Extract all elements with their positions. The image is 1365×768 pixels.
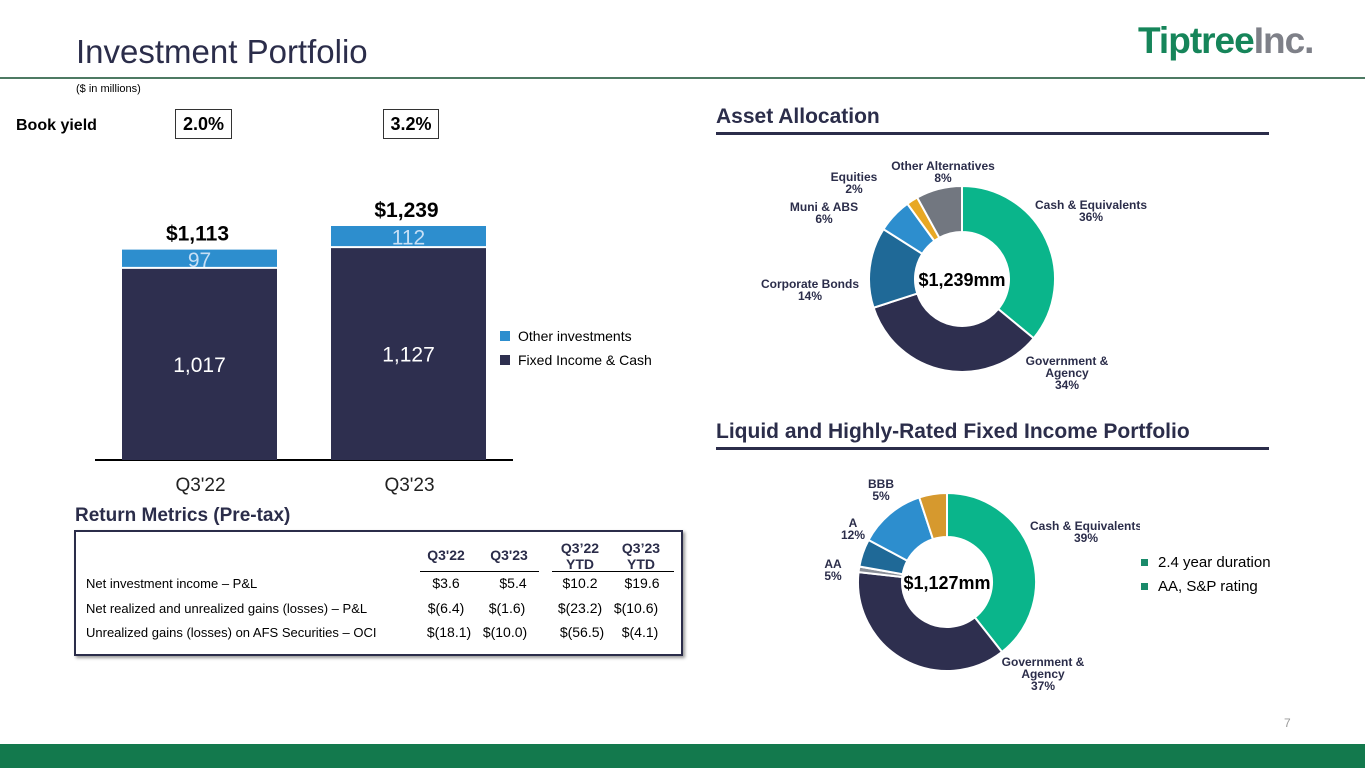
- slice-label: Muni & ABS: [790, 200, 858, 214]
- cell-value: $(23.2): [557, 600, 603, 616]
- slice-label: Equities: [831, 170, 878, 184]
- cell-value: $10.2: [562, 575, 598, 591]
- bullet-marker: [1141, 558, 1148, 566]
- legend-item-fixed-income-cash: Fixed Income & Cash: [500, 348, 652, 372]
- donut-slice: [857, 571, 1004, 672]
- col-header-q323-ytd: Q3’23 YTD: [621, 540, 661, 572]
- slice-percent: 36%: [1079, 210, 1103, 224]
- donut-slice: [961, 184, 1056, 340]
- header-rule-ytd: [552, 571, 674, 572]
- cell-value: $(56.5): [559, 624, 605, 640]
- cell-value: $(10.6): [613, 600, 659, 616]
- cell-value: $5.4: [499, 575, 527, 591]
- footer-bar: [0, 744, 1365, 768]
- x-tick-label: Q3'23: [384, 475, 434, 496]
- slice-percent: 2%: [845, 182, 863, 196]
- bar-other-investments: [331, 226, 486, 248]
- units-note: ($ in millions): [76, 83, 141, 95]
- row-label: Net realized and unrealized gains (losse…: [86, 601, 368, 616]
- slice-label: Agency: [1045, 366, 1089, 380]
- legend-swatch: [500, 355, 510, 365]
- slice-percent: 5%: [824, 569, 842, 583]
- fixed-income-bullets: 2.4 year duration AA, S&P rating: [1141, 550, 1271, 598]
- slice-percent: 39%: [1074, 531, 1098, 545]
- bar-value-label: 112: [392, 227, 425, 250]
- slice-percent: 14%: [798, 289, 822, 303]
- slice-label: BBB: [868, 477, 894, 491]
- slice-percent: 12%: [841, 528, 865, 542]
- col-header-q322-ytd: Q3’22 YTD: [560, 540, 600, 572]
- cell-value: $19.6: [624, 575, 660, 591]
- slice-percent: 34%: [1055, 378, 1079, 392]
- legend-label: Other investments: [518, 328, 632, 344]
- slice-label: AA: [824, 557, 842, 571]
- header-rule-quarters: [420, 571, 539, 572]
- slice-percent: 6%: [815, 212, 833, 226]
- slice-label: Government &: [1026, 354, 1109, 368]
- slice-label: Other Alternatives: [891, 159, 995, 173]
- bar-fixed-income-cash: [331, 247, 486, 460]
- legend-label: Fixed Income & Cash: [518, 352, 652, 368]
- company-logo: TiptreeInc.: [1138, 20, 1314, 61]
- donut-slice: [872, 292, 1036, 373]
- page-number: 7: [1284, 716, 1291, 730]
- cell-value: $(4.1): [621, 624, 659, 640]
- fixed-income-underline: [716, 447, 1269, 450]
- cell-value: $(6.4): [427, 600, 465, 616]
- bar-value-label: 97: [188, 249, 211, 272]
- return-metrics-table-frame: [74, 530, 683, 656]
- slice-label: Cash & Equivalents: [1030, 519, 1140, 533]
- header-divider: [0, 77, 1365, 79]
- bar-chart-legend: Other investments Fixed Income & Cash: [500, 324, 652, 372]
- row-label: Unrealized gains (losses) on AFS Securit…: [86, 625, 377, 640]
- slice-label: Cash & Equivalents: [1035, 198, 1147, 212]
- cell-value: $(10.0): [482, 624, 528, 640]
- stacked-bar-chart: 1,017 97 $1,113 Q3'22 1,127 112 $1,239 Q3'23: [95, 199, 513, 496]
- slice-label: Corporate Bonds: [761, 277, 859, 291]
- asset-allocation-underline: [716, 132, 1269, 135]
- legend-swatch: [500, 331, 510, 341]
- book-yield-q323: 3.2%: [383, 109, 439, 139]
- book-yield-label: Book yield: [16, 117, 97, 134]
- bar-fixed-income-cash: [122, 267, 277, 460]
- legend-item-other-investments: Other investments: [500, 324, 652, 348]
- bar-value-label: 1,017: [173, 354, 226, 377]
- bar-total-label: $1,113: [166, 223, 229, 246]
- donut-slice: [946, 491, 1037, 654]
- x-tick-label: Q3'22: [175, 475, 225, 496]
- bullet-marker: [1141, 582, 1148, 590]
- donut-center-label: $1,239mm: [918, 270, 1005, 290]
- cell-value: $(18.1): [426, 624, 472, 640]
- donut-center-label: $1,127mm: [903, 573, 990, 593]
- slice-percent: 8%: [934, 171, 952, 185]
- slice-label: A: [849, 516, 858, 530]
- page-title: Investment Portfolio: [76, 33, 368, 70]
- donut-slice: [917, 491, 948, 541]
- col-header-q323: Q3'23: [490, 547, 528, 563]
- slice-percent: 37%: [1031, 679, 1055, 693]
- fixed-income-heading: Liquid and Highly-Rated Fixed Income Por…: [716, 420, 1190, 443]
- slice-percent: 5%: [872, 489, 890, 503]
- cell-value: $3.6: [432, 575, 460, 591]
- bar-total-label: $1,239: [374, 199, 438, 222]
- row-label: Net investment income – P&L: [86, 576, 258, 591]
- bar-value-label: 1,127: [382, 344, 435, 367]
- col-header-q322: Q3'22: [427, 547, 465, 563]
- slice-label: Government &: [1002, 655, 1085, 669]
- donut-slice: [915, 184, 963, 240]
- asset-allocation-heading: Asset Allocation: [716, 105, 880, 128]
- bar-other-investments: [122, 249, 277, 268]
- bullet-duration: 2.4 year duration: [1141, 550, 1271, 574]
- slice-label: Agency: [1021, 667, 1065, 681]
- return-metrics-title: Return Metrics (Pre-tax): [75, 505, 291, 526]
- book-yield-q322: 2.0%: [175, 109, 232, 139]
- cell-value: $(1.6): [488, 600, 526, 616]
- bullet-rating: AA, S&P rating: [1141, 574, 1271, 598]
